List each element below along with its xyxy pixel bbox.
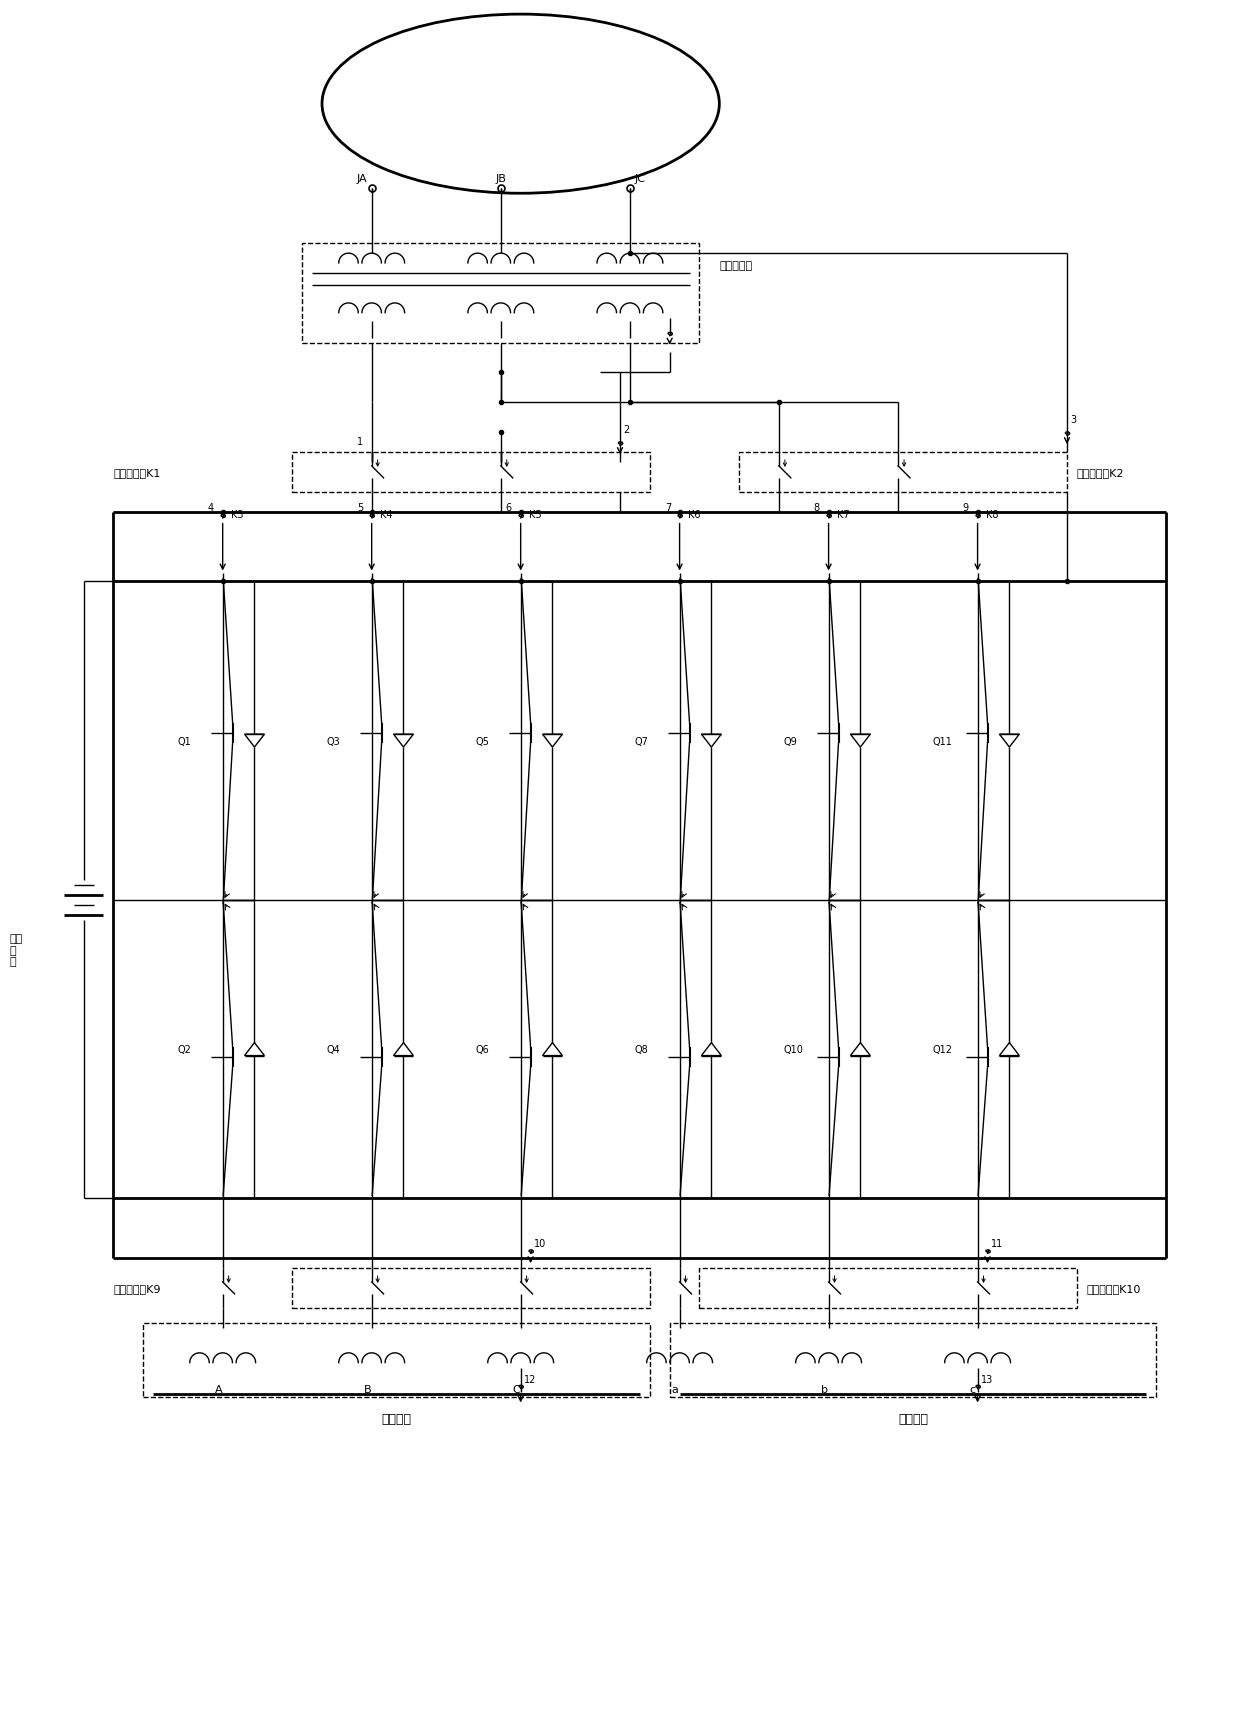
Text: 5: 5	[357, 502, 363, 512]
Text: Q12: Q12	[932, 1045, 952, 1055]
Text: 13: 13	[981, 1375, 993, 1384]
Text: K7: K7	[837, 509, 849, 519]
Text: Q7: Q7	[635, 737, 649, 746]
Text: 降压变压器: 降压变压器	[719, 261, 753, 270]
Text: K5: K5	[528, 509, 541, 519]
Text: 12: 12	[523, 1375, 536, 1384]
Text: B: B	[363, 1384, 371, 1394]
Text: 8: 8	[813, 502, 820, 512]
Text: Q11: Q11	[932, 737, 952, 746]
Text: Q4: Q4	[327, 1045, 341, 1055]
Text: b: b	[821, 1384, 827, 1394]
Text: 7: 7	[665, 502, 671, 512]
Text: 第二绕组: 第二绕组	[898, 1412, 928, 1426]
Text: C: C	[512, 1384, 521, 1394]
Text: Q8: Q8	[635, 1045, 649, 1055]
Text: Q5: Q5	[476, 737, 490, 746]
Text: 动力
电
池: 动力 电 池	[9, 934, 22, 967]
Text: Q6: Q6	[476, 1045, 490, 1055]
Text: K4: K4	[379, 509, 392, 519]
Text: 10: 10	[533, 1239, 546, 1249]
Text: K8: K8	[986, 509, 998, 519]
Bar	[293, 1268, 650, 1308]
Text: K6: K6	[687, 509, 701, 519]
Bar	[293, 453, 650, 493]
Bar	[303, 244, 699, 343]
Bar	[670, 1323, 1157, 1398]
Text: 继电器开关K9: 继电器开关K9	[113, 1284, 161, 1294]
Text: 3: 3	[1070, 415, 1076, 426]
Text: a: a	[672, 1384, 678, 1394]
Text: 11: 11	[991, 1239, 1003, 1249]
Text: JA: JA	[356, 175, 367, 183]
Text: 1: 1	[357, 436, 363, 446]
Text: 第一绕组: 第一绕组	[382, 1412, 412, 1426]
Text: 继电器开关K1: 继电器开关K1	[113, 467, 161, 477]
Text: 继电器开关K10: 继电器开关K10	[1086, 1284, 1141, 1294]
Text: A: A	[215, 1384, 222, 1394]
Text: JC: JC	[635, 175, 645, 183]
Text: Q1: Q1	[179, 737, 192, 746]
Text: Q3: Q3	[327, 737, 341, 746]
Bar	[739, 453, 1066, 493]
Text: JB: JB	[495, 175, 506, 183]
Text: 继电器开关K2: 继电器开关K2	[1076, 467, 1125, 477]
Bar	[699, 1268, 1076, 1308]
Text: 4: 4	[208, 502, 215, 512]
Text: 6: 6	[506, 502, 512, 512]
Text: 2: 2	[622, 426, 629, 434]
Bar	[144, 1323, 650, 1398]
Text: K3: K3	[231, 509, 243, 519]
Text: 9: 9	[962, 502, 968, 512]
Text: Q9: Q9	[784, 737, 797, 746]
Text: Q10: Q10	[784, 1045, 804, 1055]
Text: c: c	[970, 1384, 976, 1394]
Text: Q2: Q2	[179, 1045, 192, 1055]
